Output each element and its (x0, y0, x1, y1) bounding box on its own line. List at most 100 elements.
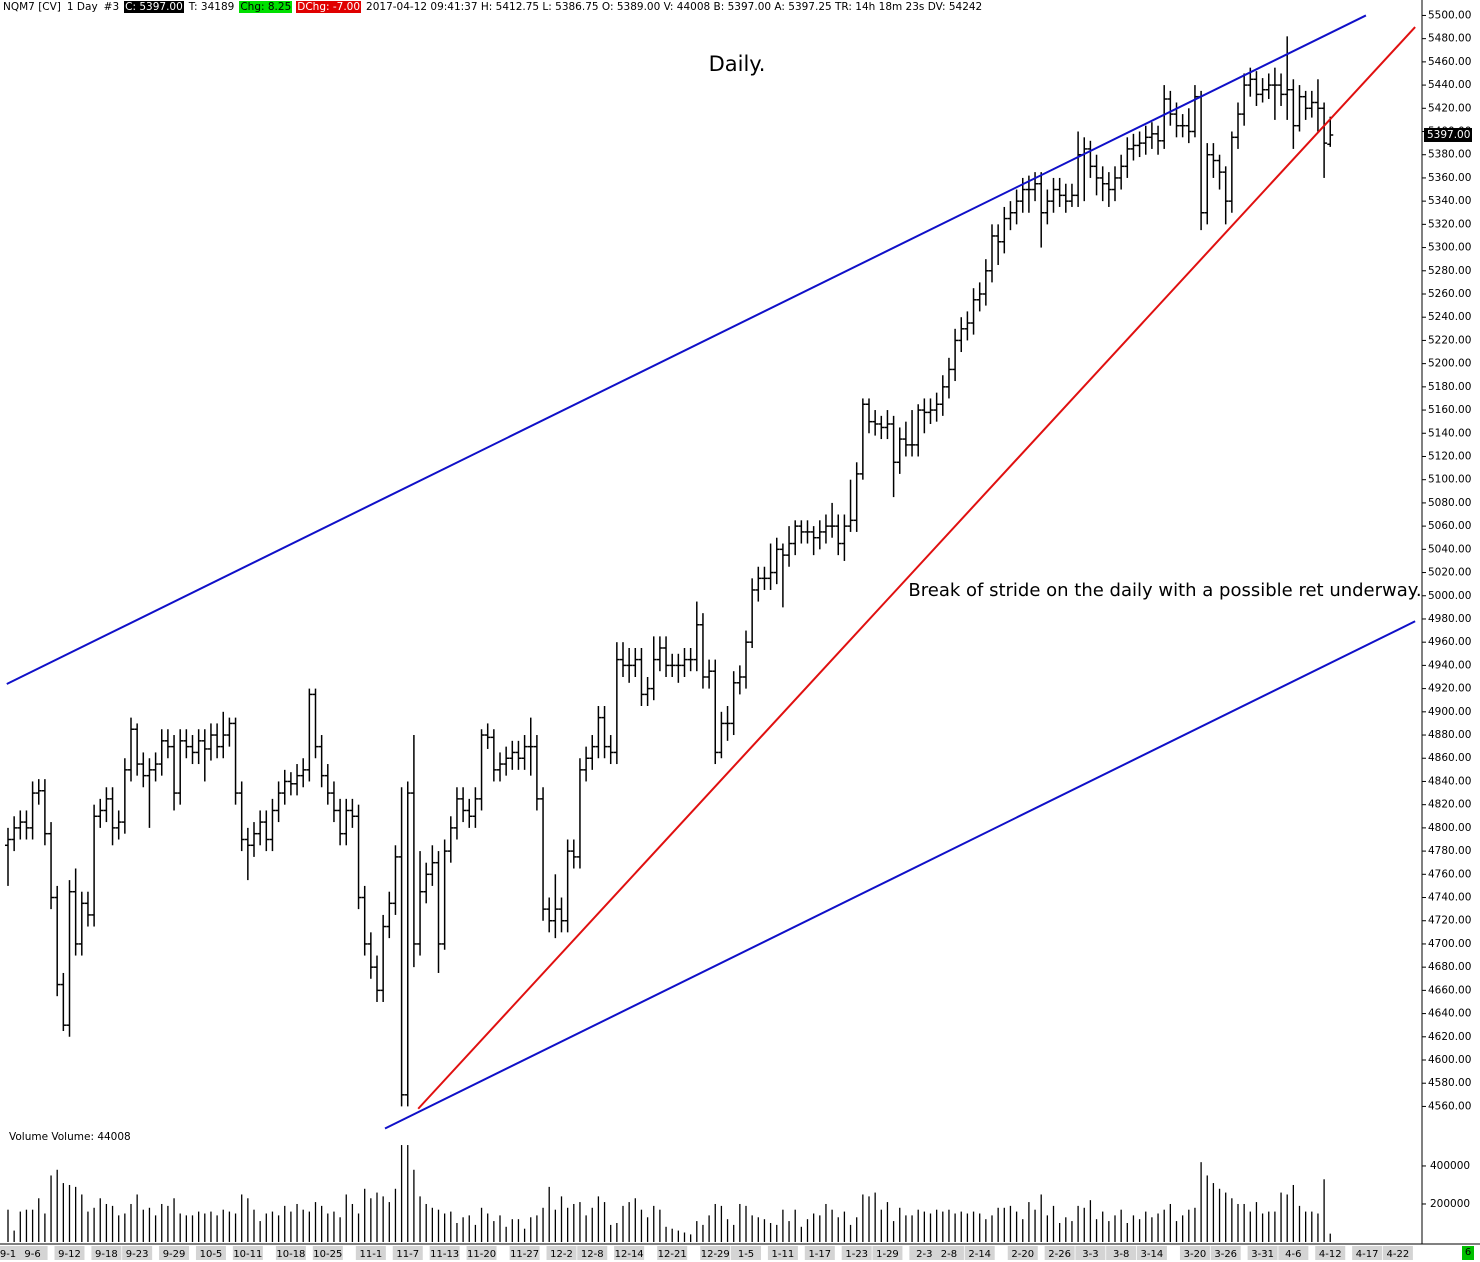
x-tick-box (195, 1246, 226, 1260)
y-tick-label: 4720.00 (1428, 915, 1471, 927)
trendline (6, 14, 1367, 685)
volume-tick-label: 200000 (1430, 1198, 1470, 1210)
x-tick-label: 2-26 (1048, 1249, 1071, 1260)
x-tick-box (355, 1246, 386, 1260)
x-tick-label: 10-18 (276, 1249, 305, 1260)
y-tick-label: 5100.00 (1428, 474, 1471, 486)
x-tick-box (1106, 1246, 1137, 1260)
y-tick-label: 5380.00 (1428, 149, 1471, 161)
daily-change: DChg: -7.00 (296, 1, 362, 13)
symbol: NQM7 [CV] (3, 1, 61, 13)
trendline (417, 26, 1416, 1110)
y-tick-label: 5460.00 (1428, 56, 1471, 68)
trendline (384, 620, 1416, 1130)
x-tick-label: 3-26 (1214, 1249, 1237, 1260)
x-tick-label: 9-12 (58, 1249, 81, 1260)
x-tick-label: 10-5 (200, 1249, 223, 1260)
y-tick-label: 5240.00 (1428, 311, 1471, 323)
x-tick-box (1075, 1246, 1106, 1260)
y-tick-label: 5120.00 (1428, 450, 1471, 462)
x-tick-box (429, 1246, 460, 1260)
x-tick-box (17, 1246, 48, 1260)
y-tick-label: 5480.00 (1428, 33, 1471, 45)
y-tick-label: 4940.00 (1428, 659, 1471, 671)
x-tick-box (872, 1246, 903, 1260)
volume-tick-label: 400000 (1430, 1160, 1470, 1172)
x-tick-box (1179, 1246, 1210, 1260)
x-tick-label: 4-17 (1356, 1249, 1379, 1260)
x-tick-box (1278, 1246, 1309, 1260)
x-tick-box (159, 1246, 190, 1260)
x-tick-box (546, 1246, 577, 1260)
y-tick-label: 4640.00 (1428, 1008, 1471, 1020)
x-tick-label: 1-5 (738, 1249, 754, 1260)
x-tick-label: 4-12 (1319, 1249, 1342, 1260)
y-tick-label: 4700.00 (1428, 938, 1471, 950)
y-tick-label: 4800.00 (1428, 822, 1471, 834)
x-tick-box (275, 1246, 306, 1260)
y-tick-label: 5020.00 (1428, 567, 1471, 579)
x-tick-box (0, 1246, 23, 1260)
y-tick-label: 4840.00 (1428, 775, 1471, 787)
x-tick-label: 9-1 (0, 1249, 16, 1260)
interval: 1 Day (66, 1, 98, 13)
y-tick-label: 4920.00 (1428, 683, 1471, 695)
x-tick-label: 3-3 (1082, 1249, 1098, 1260)
x-tick-box (804, 1246, 835, 1260)
details: 2017-04-12 09:41:37 H: 5412.75 L: 5386.7… (366, 1, 983, 13)
x-tick-box (1382, 1246, 1413, 1260)
x-tick-label: 10-25 (313, 1249, 342, 1260)
x-tick-box (54, 1246, 85, 1260)
x-tick-box (1315, 1246, 1346, 1260)
y-tick-label: 5080.00 (1428, 497, 1471, 509)
x-tick-box (909, 1246, 940, 1260)
x-tick-label: 4-6 (1285, 1249, 1301, 1260)
y-tick-label: 5140.00 (1428, 427, 1471, 439)
x-tick-box (392, 1246, 423, 1260)
y-tick-label: 5440.00 (1428, 79, 1471, 91)
x-tick-box (964, 1246, 995, 1260)
y-tick-label: 4900.00 (1428, 706, 1471, 718)
x-tick-label: 9-6 (24, 1249, 40, 1260)
x-tick-label: 9-18 (95, 1249, 118, 1260)
y-tick-label: 4780.00 (1428, 845, 1471, 857)
y-tick-label: 5280.00 (1428, 265, 1471, 277)
x-tick-label: 12-14 (615, 1249, 644, 1260)
x-tick-label: 4-22 (1387, 1249, 1410, 1260)
x-tick-box (933, 1246, 964, 1260)
y-tick-label: 5000.00 (1428, 590, 1471, 602)
y-tick-label: 5360.00 (1428, 172, 1471, 184)
y-tick-label: 5060.00 (1428, 520, 1471, 532)
y-tick-label: 4820.00 (1428, 799, 1471, 811)
x-tick-box (466, 1246, 497, 1260)
x-tick-box (1044, 1246, 1075, 1260)
y-tick-label: 5500.00 (1428, 9, 1471, 21)
x-tick-label: 12-21 (658, 1249, 687, 1260)
x-tick-label: 11-7 (396, 1249, 419, 1260)
x-tick-label: 11-27 (510, 1249, 539, 1260)
x-tick-label: 3-20 (1184, 1249, 1207, 1260)
x-tick-label: 3-31 (1251, 1249, 1274, 1260)
x-tick-label: 11-1 (359, 1249, 382, 1260)
x-tick-label: 12-29 (701, 1249, 730, 1260)
x-tick-box (841, 1246, 872, 1260)
x-tick-label: 12-2 (550, 1249, 573, 1260)
x-tick-box (91, 1246, 122, 1260)
x-tick-box (312, 1246, 343, 1260)
x-tick-box (1352, 1246, 1383, 1260)
x-tick-box (1210, 1246, 1241, 1260)
x-tick-label: 12-8 (581, 1249, 604, 1260)
chart-title: Daily. (709, 52, 766, 76)
volume-title: Volume Volume: 44008 (9, 1131, 131, 1143)
y-tick-label: 4660.00 (1428, 984, 1471, 996)
change: Chg: 8.25 (239, 1, 293, 13)
y-tick-label: 4560.00 (1428, 1100, 1471, 1112)
last-price-label: 5397.00 (1427, 129, 1470, 141)
header: NQM7 [CV] 1 Day #3 C: 5397.00 T: 34189 Chg: 8… (2, 0, 987, 15)
y-tick-label: 4760.00 (1428, 868, 1471, 880)
y-tick-label: 5200.00 (1428, 358, 1471, 370)
y-tick-label: 4880.00 (1428, 729, 1471, 741)
